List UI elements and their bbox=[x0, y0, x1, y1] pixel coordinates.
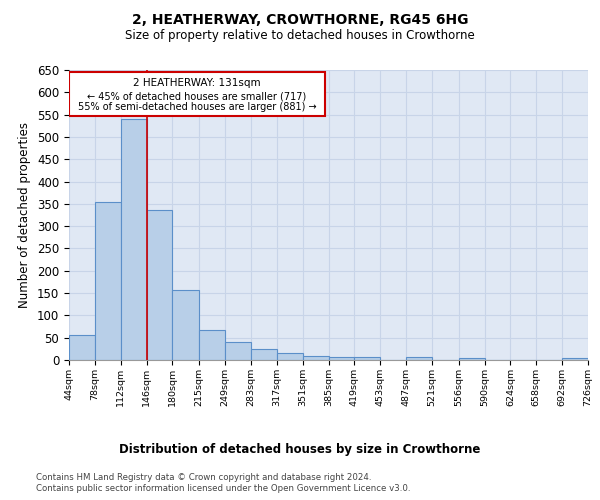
Bar bbox=[406, 357, 432, 360]
Bar bbox=[458, 358, 485, 360]
Text: ← 45% of detached houses are smaller (717): ← 45% of detached houses are smaller (71… bbox=[87, 91, 307, 101]
Bar bbox=[69, 334, 95, 360]
Text: Distribution of detached houses by size in Crowthorne: Distribution of detached houses by size … bbox=[119, 442, 481, 456]
Bar bbox=[95, 202, 121, 360]
Bar bbox=[277, 353, 302, 360]
Bar bbox=[121, 119, 146, 360]
Y-axis label: Number of detached properties: Number of detached properties bbox=[19, 122, 31, 308]
Bar bbox=[329, 357, 355, 360]
Bar bbox=[199, 330, 225, 360]
Bar bbox=[251, 350, 277, 360]
Bar bbox=[146, 210, 172, 360]
Text: Size of property relative to detached houses in Crowthorne: Size of property relative to detached ho… bbox=[125, 29, 475, 42]
Text: Contains HM Land Registry data © Crown copyright and database right 2024.: Contains HM Land Registry data © Crown c… bbox=[36, 472, 371, 482]
FancyBboxPatch shape bbox=[69, 72, 325, 116]
Text: 2, HEATHERWAY, CROWTHORNE, RG45 6HG: 2, HEATHERWAY, CROWTHORNE, RG45 6HG bbox=[132, 12, 468, 26]
Bar bbox=[302, 356, 329, 360]
Bar bbox=[172, 290, 199, 360]
Bar bbox=[355, 357, 380, 360]
Bar bbox=[225, 342, 251, 360]
Text: Contains public sector information licensed under the Open Government Licence v3: Contains public sector information licen… bbox=[36, 484, 410, 493]
Bar bbox=[562, 358, 588, 360]
Text: 2 HEATHERWAY: 131sqm: 2 HEATHERWAY: 131sqm bbox=[133, 78, 260, 88]
Text: 55% of semi-detached houses are larger (881) →: 55% of semi-detached houses are larger (… bbox=[77, 102, 316, 112]
